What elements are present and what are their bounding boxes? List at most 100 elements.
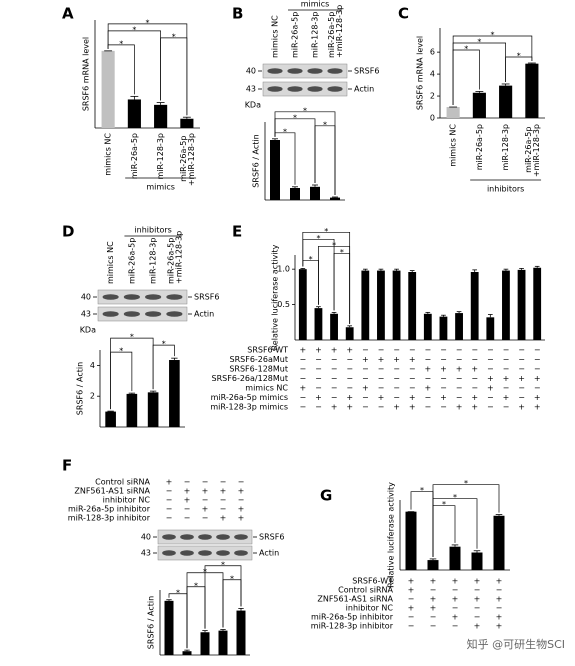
sign: + (534, 393, 541, 402)
x-tick-label: mimics NC (104, 133, 113, 176)
sign: − (362, 374, 369, 383)
sign: − (378, 403, 385, 412)
sign: − (440, 403, 447, 412)
sign: + (471, 365, 478, 374)
sign: + (408, 577, 415, 586)
sign: + (430, 604, 437, 613)
significance-label: * (119, 39, 123, 48)
blot-strip (97, 289, 188, 305)
significance-label: * (303, 106, 307, 115)
y-axis-label: Relative luciferase activity (387, 482, 396, 588)
sign: − (440, 346, 447, 355)
watermark: 知乎 @可研生物SCI (467, 637, 565, 651)
bar (330, 197, 340, 200)
sign: + (452, 595, 459, 604)
sign: − (202, 496, 209, 505)
sign: − (534, 365, 541, 374)
bar (314, 308, 323, 340)
sign: − (315, 365, 322, 374)
sign: − (487, 355, 494, 364)
blot-band (307, 86, 323, 92)
bar (127, 99, 141, 128)
sign: − (378, 374, 385, 383)
sign: − (331, 365, 338, 374)
row-label: inhibitor NC (346, 604, 394, 613)
sign: + (299, 384, 306, 393)
sign: − (503, 384, 510, 393)
bar (126, 393, 138, 427)
row-label: SRSF6-128Mut (229, 365, 288, 374)
significance-bracket (274, 111, 336, 195)
bar (164, 600, 174, 655)
bar (200, 632, 210, 655)
bar (154, 104, 168, 128)
sign: − (487, 346, 494, 355)
sign: + (299, 346, 306, 355)
bar (330, 313, 338, 340)
sign: − (378, 346, 385, 355)
sign: − (202, 514, 209, 523)
significance-bracket (204, 565, 242, 629)
sign: + (362, 384, 369, 393)
sign: − (238, 496, 245, 505)
sign: + (534, 374, 541, 383)
bar (408, 272, 417, 340)
lane-label: mimics NC (106, 241, 115, 284)
lane-label: miR-26a-5p +miR-128-3p (327, 5, 344, 58)
x-tick-label: miR-26a-5p +miR-128-3p (523, 124, 540, 177)
sign: − (503, 365, 510, 374)
sign: − (408, 622, 415, 631)
y-axis-label: SRSF6 / Actin (252, 134, 261, 187)
significance-bracket (107, 23, 188, 116)
significance-label: * (464, 479, 468, 488)
sign: + (393, 403, 400, 412)
molecular-weight: 40 (81, 293, 91, 302)
sign: − (362, 365, 369, 374)
sign: + (408, 586, 415, 595)
sign: + (456, 365, 463, 374)
sign: − (496, 604, 503, 613)
panel-letter: D (62, 223, 74, 241)
sign: − (346, 355, 353, 364)
sign: + (184, 496, 191, 505)
sign: − (503, 346, 510, 355)
sign: − (409, 384, 416, 393)
sign: − (346, 365, 353, 374)
sign: + (393, 355, 400, 364)
blot-band (287, 86, 303, 92)
bar (180, 118, 194, 128)
sign: + (518, 403, 525, 412)
blot-band (327, 68, 343, 74)
sign: − (346, 374, 353, 383)
sign: − (220, 505, 227, 514)
sign: − (503, 403, 510, 412)
blot-band (327, 86, 343, 92)
sign: + (409, 393, 416, 402)
blot-band (145, 294, 162, 300)
x-tick-label: miR-128-3p (501, 124, 510, 170)
sign: + (331, 403, 338, 412)
sign: − (430, 613, 437, 622)
bar (377, 270, 385, 340)
molecular-weight: 40 (246, 67, 256, 76)
sign: − (166, 487, 173, 496)
blot-band (123, 294, 140, 300)
significance-label: * (420, 486, 424, 495)
blot-band (216, 550, 230, 556)
significance-label: * (517, 52, 521, 61)
sign: − (424, 346, 431, 355)
blot-band (102, 311, 119, 317)
significance-bracket (302, 231, 351, 324)
sign: + (474, 622, 481, 631)
row-label: mimics NC (245, 384, 288, 393)
panel-letter: F (62, 457, 72, 475)
sign: + (346, 403, 353, 412)
sign: + (238, 505, 245, 514)
sign: − (456, 393, 463, 402)
significance-label: * (464, 45, 468, 54)
sign: + (456, 403, 463, 412)
blot-strip (262, 63, 348, 79)
sign: − (331, 355, 338, 364)
bar (298, 269, 307, 340)
